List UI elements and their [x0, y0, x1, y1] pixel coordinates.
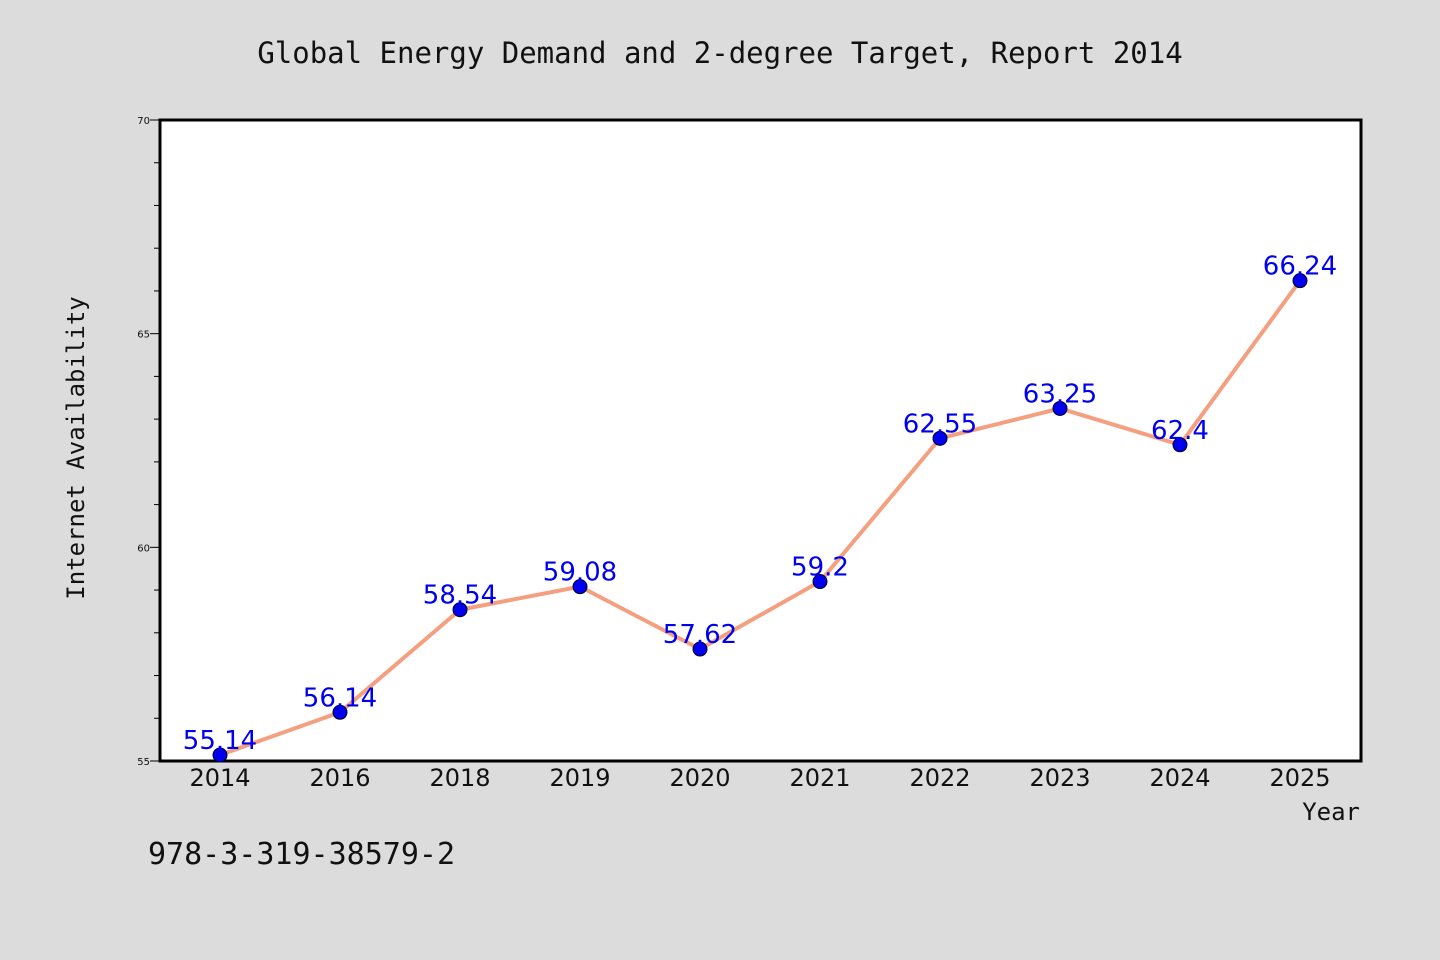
- data-label: 59.2: [791, 553, 849, 583]
- y-axis-label: Internet Availability: [62, 296, 90, 599]
- data-label: 55.14: [183, 726, 257, 756]
- x-tick-label: 2024: [1149, 764, 1210, 792]
- data-point: [1292, 273, 1308, 289]
- data-point: [212, 747, 228, 763]
- data-label: 56.14: [303, 683, 377, 713]
- x-tick-label: 2020: [669, 764, 730, 792]
- x-tick-label: 2018: [429, 764, 490, 792]
- y-axis-ticks: 55 60 65 70: [137, 116, 160, 768]
- x-axis-label: Year: [1302, 798, 1360, 826]
- data-point: [1052, 400, 1068, 416]
- x-tick-label: 2016: [309, 764, 370, 792]
- data-point: [1172, 437, 1188, 453]
- data-point: [692, 641, 708, 657]
- data-point: [572, 579, 588, 595]
- x-tick-label: 2025: [1269, 764, 1330, 792]
- x-tick-label: 2019: [549, 764, 610, 792]
- data-point: [812, 574, 828, 590]
- footer-text: 978-3-319-38579-2: [148, 837, 455, 872]
- data-label: 66.24: [1263, 252, 1337, 282]
- chart-title: Global Energy Demand and 2-degree Target…: [257, 36, 1182, 70]
- data-point: [932, 430, 948, 446]
- y-tick-label: 60: [137, 543, 150, 554]
- x-tick-label: 2022: [909, 764, 970, 792]
- data-point: [332, 704, 348, 720]
- series-markers: [212, 273, 1308, 763]
- data-label: 62.4: [1151, 416, 1209, 446]
- data-label: 62.55: [903, 409, 977, 439]
- series-line-group: [219, 279, 1302, 757]
- data-labels: 55.14 56.14 58.54 59.08 57.62 59.2 62.55 63.25 6…: [183, 252, 1337, 756]
- x-axis-ticks: 2014 2016 2018 2019 2020 2021 2022 2023 2024 2025: [189, 764, 1330, 792]
- data-label: 63.25: [1023, 379, 1097, 409]
- x-tick-label: 2023: [1029, 764, 1090, 792]
- series-line: [219, 279, 1302, 757]
- data-label: 59.08: [543, 558, 617, 588]
- data-point: [452, 602, 468, 618]
- data-label: 57.62: [663, 620, 737, 650]
- y-tick-label: 55: [137, 757, 150, 768]
- x-tick-label: 2014: [189, 764, 250, 792]
- x-tick-label: 2021: [789, 764, 850, 792]
- data-label: 58.54: [423, 581, 497, 611]
- y-tick-label: 65: [137, 330, 150, 341]
- y-tick-label: 70: [137, 116, 150, 127]
